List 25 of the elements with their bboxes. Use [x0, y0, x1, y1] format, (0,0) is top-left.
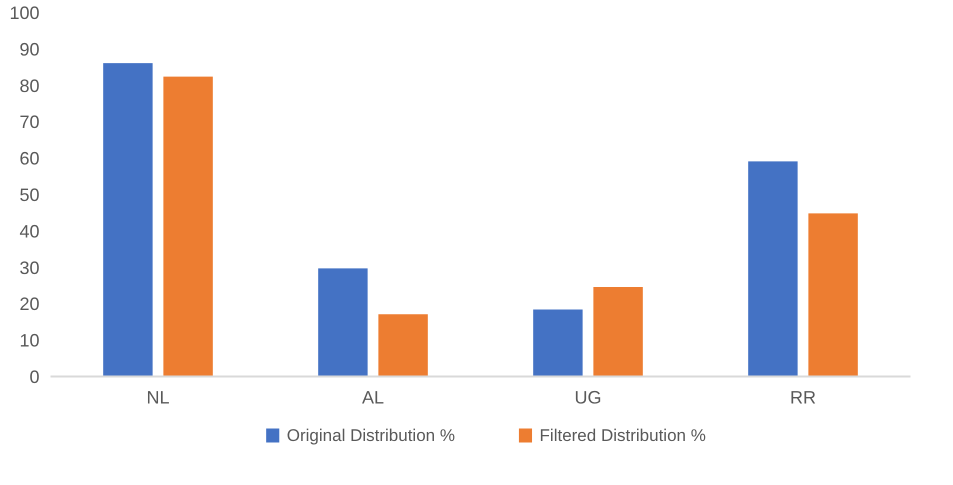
y-tick-label: 80 — [19, 76, 40, 96]
x-tick-label: UG — [574, 388, 602, 408]
bar — [163, 76, 213, 376]
y-tick-label: 20 — [19, 294, 40, 314]
legend-label: Original Distribution % — [286, 426, 455, 445]
y-tick-label: 60 — [19, 148, 40, 169]
y-tick-label: 10 — [19, 330, 40, 351]
bar — [748, 161, 798, 376]
legend-label: Filtered Distribution % — [540, 426, 706, 445]
bar — [103, 63, 153, 376]
y-tick-label: 30 — [19, 258, 40, 278]
y-tick-label: 90 — [19, 39, 40, 60]
bar — [533, 310, 583, 376]
y-tick-label: 40 — [19, 221, 40, 242]
y-tick-label: 0 — [29, 367, 40, 387]
y-tick-label: 70 — [19, 112, 40, 132]
bar — [593, 286, 643, 376]
bar — [808, 213, 858, 376]
bar — [318, 268, 368, 376]
x-tick-label: RR — [790, 388, 816, 408]
x-tick-label: NL — [146, 388, 170, 408]
bar — [378, 314, 428, 376]
x-tick-label: AL — [362, 388, 384, 408]
y-tick-label: 50 — [19, 185, 40, 205]
y-tick-label: 100 — [9, 3, 40, 23]
